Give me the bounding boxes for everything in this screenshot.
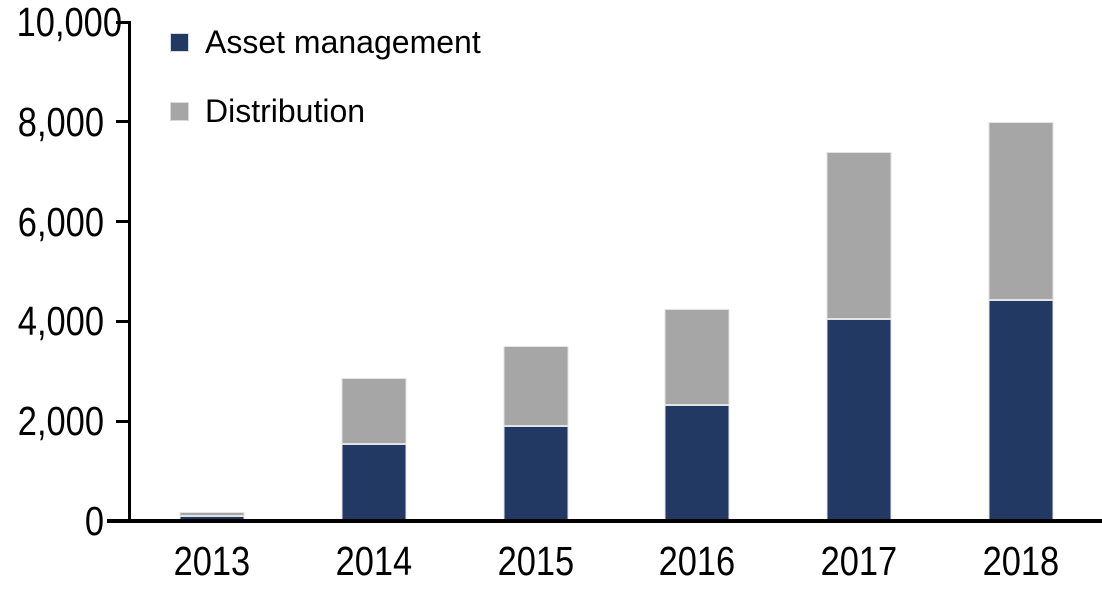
x-tick-label: 2016 <box>659 538 736 584</box>
y-tick-label: 8,000 <box>17 98 105 145</box>
bar-segment-asset-management <box>988 300 1054 521</box>
y-tick-label: 10,000 <box>16 0 122 45</box>
x-tick-label: 2014 <box>335 538 413 584</box>
y-tick-mark <box>116 120 131 124</box>
y-tick-mark <box>116 319 131 323</box>
bar-group-2014 <box>293 22 455 521</box>
legend-swatch-asset-management <box>170 33 189 52</box>
bar-2017 <box>826 151 892 521</box>
bar-segment-distribution <box>503 346 569 427</box>
bar-2018 <box>988 121 1054 521</box>
y-tick-label: 2,000 <box>17 398 105 445</box>
y-axis-line <box>128 22 131 521</box>
y-tick-label: 0 <box>84 498 104 544</box>
bar-segment-distribution <box>826 151 892 319</box>
bar-segment-distribution <box>179 511 245 517</box>
legend-swatch-distribution <box>170 102 189 121</box>
x-axis-labels: 2013 2014 2015 2016 2017 2018 <box>131 540 1102 586</box>
plot-area <box>131 22 1102 521</box>
x-axis-line <box>107 519 1102 523</box>
y-tick-mark <box>116 419 131 423</box>
bar-segment-asset-management <box>341 443 407 521</box>
y-tick-label: 6,000 <box>17 198 105 245</box>
bar-group-2018 <box>940 22 1102 521</box>
bar-segment-distribution <box>988 121 1054 301</box>
legend-item-asset-management: Asset management <box>170 20 481 65</box>
x-tick-label: 2015 <box>497 538 574 584</box>
bar-group-2015 <box>455 22 617 521</box>
y-tick-mark <box>116 20 131 24</box>
bar-segment-asset-management <box>826 318 892 521</box>
bar-2014 <box>341 377 407 521</box>
y-tick-mark <box>116 220 131 224</box>
x-tick-label: 2017 <box>820 538 898 584</box>
bar-2016 <box>664 308 730 521</box>
legend-label: Distribution <box>205 93 366 129</box>
bar-segment-asset-management <box>503 426 569 521</box>
legend-label: Asset management <box>205 24 481 60</box>
x-tick-label: 2018 <box>982 538 1060 584</box>
bar-segment-asset-management <box>664 404 730 521</box>
bar-group-2017 <box>778 22 940 521</box>
bar-segment-distribution <box>664 308 730 405</box>
bar-2015 <box>503 346 569 521</box>
bar-group-2016 <box>616 22 778 521</box>
x-tick-label: 2013 <box>173 538 251 584</box>
legend-item-distribution: Distribution <box>170 89 481 134</box>
bar-segment-distribution <box>341 377 407 444</box>
legend: Asset management Distribution <box>170 20 481 158</box>
y-tick-label: 4,000 <box>17 298 105 345</box>
